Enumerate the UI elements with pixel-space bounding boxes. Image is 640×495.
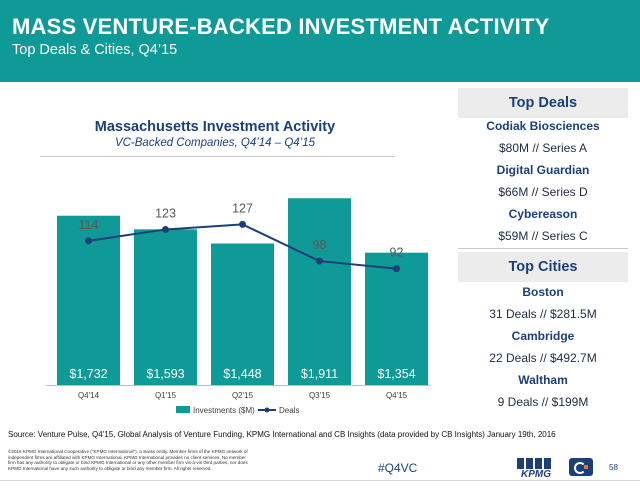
panel-divider — [458, 248, 628, 249]
deals-point — [85, 237, 92, 245]
bar-value-label: $1,354 — [377, 367, 415, 381]
x-tick-label: Q3'15 — [309, 391, 331, 400]
investment-chart: $1,732 Q4'14 $1,593 Q1'15 $1,448 Q2'15 $1,911 Q… — [46, 198, 430, 415]
legal-disclaimer: ©2016 KPMG International Cooperative ("K… — [8, 449, 248, 472]
page-subtitle: Top Deals & Cities, Q4’15 — [12, 42, 178, 58]
footer-divider — [0, 480, 640, 481]
bar — [134, 229, 197, 385]
top-city-detail: 22 Deals // $492.7M — [489, 351, 597, 365]
bar-value-label: $1,448 — [223, 367, 261, 381]
legend-bar-label: Investments ($M) — [193, 406, 255, 415]
deals-point — [162, 225, 169, 233]
bar — [211, 243, 274, 385]
chart-subtitle: VC-Backed Companies, Q4’14 – Q4’15 — [114, 137, 316, 149]
page-title: MASS VENTURE-BACKED INVESTMENT ACTIVITY — [12, 14, 550, 39]
kpmg-logo-text: KPMG — [521, 469, 551, 480]
top-city-detail: 9 Deals // $199M — [497, 395, 589, 409]
x-tick-label: Q4'15 — [386, 391, 408, 400]
chart-title-divider — [40, 156, 395, 157]
top-deal-detail: $66M // Series D — [498, 185, 588, 199]
deals-value-label: 127 — [232, 201, 253, 215]
legend-line-marker — [264, 407, 270, 413]
top-deal-name: Codiak Biosciences — [486, 119, 600, 133]
kpmg-logo: KPMG — [513, 458, 559, 480]
top-deal-detail: $80M // Series A — [498, 141, 588, 155]
hashtag-label: #Q4VC — [378, 461, 418, 475]
x-tick-label: Q1'15 — [155, 391, 177, 400]
legend-bar-swatch — [176, 406, 190, 413]
top-deal-detail: $59M // Series C — [498, 229, 588, 243]
bar — [365, 252, 428, 385]
deals-value-label: 123 — [155, 206, 176, 220]
top-city-name: Cambridge — [511, 329, 575, 343]
x-tick-label: Q2'15 — [232, 391, 254, 400]
top-deal-name: Cybereason — [508, 207, 578, 221]
top-deal-name: Digital Guardian — [496, 163, 590, 177]
deals-point — [393, 265, 400, 273]
deals-value-label: 98 — [313, 238, 327, 252]
deals-point — [316, 257, 323, 265]
top-city-name: Waltham — [518, 373, 568, 387]
top-city-detail: 31 Deals // $281.5M — [489, 307, 597, 321]
legend-line-label: Deals — [279, 406, 299, 415]
bar-value-label: $1,732 — [69, 367, 107, 381]
cb-insights-logo — [569, 458, 593, 476]
x-tick-label: Q4'14 — [78, 391, 100, 400]
deals-value-label: 92 — [390, 246, 404, 260]
bar — [288, 198, 351, 385]
top-cities-heading: Top Cities — [458, 252, 628, 282]
deals-point — [239, 220, 246, 228]
top-deals-heading: Top Deals — [458, 88, 628, 118]
bar-value-label: $1,593 — [146, 367, 184, 381]
header-banner: MASS VENTURE-BACKED INVESTMENT ACTIVITY … — [0, 0, 640, 82]
source-note: Source: Venture Pulse, Q4'15, Global Ana… — [8, 430, 556, 439]
bar-value-label: $1,911 — [301, 367, 338, 381]
chart-title: Massachusetts Investment Activity — [94, 119, 336, 135]
page-number: 58 — [609, 463, 618, 472]
deals-value-label: 114 — [79, 218, 99, 232]
top-city-name: Boston — [522, 285, 564, 299]
